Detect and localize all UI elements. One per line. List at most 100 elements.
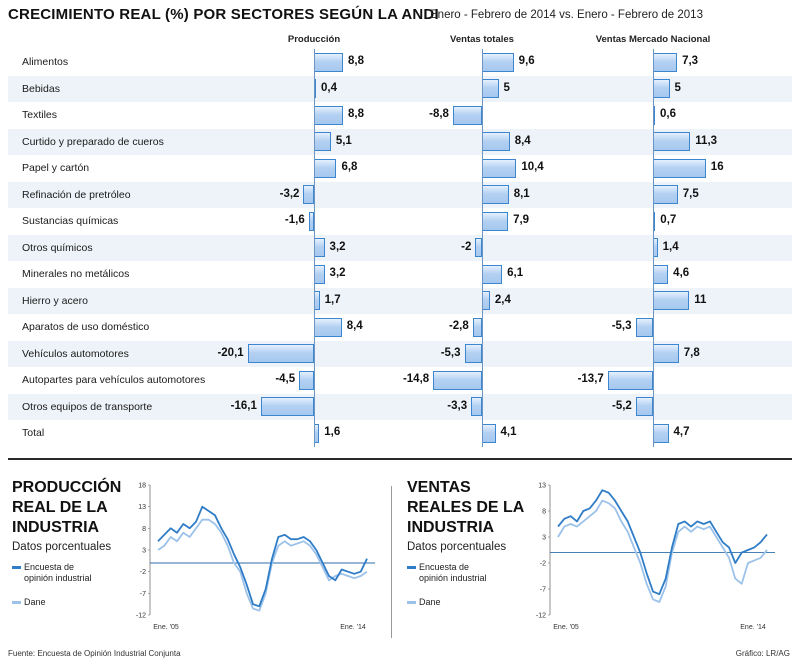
sector-label-bebidas: Bebidas (22, 82, 60, 95)
value-produccion-papel-y-carton: 6,8 (341, 161, 358, 173)
sector-label-autopartes-para-vehiculos-automotores: Autopartes para vehículos automotores (22, 374, 206, 387)
bar-ventas-mercado-nacional-vehiculos-automotores (653, 344, 679, 363)
x-tick-label: Ene. '05 (553, 624, 579, 631)
legend-dane: Dane (24, 597, 46, 607)
bar-produccion-autopartes-para-vehiculos-automotores (299, 370, 314, 390)
table-row: Papel y cartón 6,8 10,4 16 (8, 155, 792, 182)
sector-label-otros-equipos-de-transporte: Otros equipos de transporte (22, 400, 153, 413)
value-produccion-hierro-y-acero: 1,7 (324, 293, 341, 306)
value-ventas-totales-otros-quimicos: -2 (461, 240, 472, 253)
source-note: Fuente: Encuesta de Opinión Industrial C… (8, 649, 181, 658)
sector-label-alimentos: Alimentos (22, 56, 69, 69)
x-tick-label: Ene. '05 (153, 624, 179, 631)
bar-ventas-totales-papel-y-carton (482, 158, 517, 178)
bar-ventas-totales-total (482, 423, 496, 443)
value-ventas-totales-hierro-y-acero: 2,4 (494, 293, 511, 306)
value-produccion-alimentos: 8,8 (348, 55, 365, 67)
value-ventas-mercado-nacional-total: 4,7 (673, 426, 690, 438)
value-ventas-totales-papel-y-carton: 10,4 (521, 161, 544, 173)
bar-ventas-totales-autopartes-para-vehiculos-automotores (433, 370, 482, 390)
x-tick-label: Ene. '14 (740, 624, 766, 631)
value-produccion-minerales-no-metalicos: 3,2 (329, 267, 346, 279)
bar-ventas-mercado-nacional-hierro-y-acero (653, 291, 690, 310)
sector-table: Producción Ventas totales Ventas Mercado N… (8, 30, 792, 450)
y-tick-label: -2 (140, 569, 146, 576)
bar-produccion-sustancias-quimicas (308, 211, 314, 231)
production-title-line-3: INDUSTRIA (12, 519, 100, 536)
table-row: Textiles 8,8 -8,8 0,6 (8, 102, 792, 129)
sector-label-curtido-y-preparado-de-cueros: Curtido y preparado de cueros (22, 135, 164, 148)
value-ventas-mercado-nacional-curtido-y-preparado-de-cueros: 11,3 (695, 134, 718, 147)
bar-ventas-totales-aparatos-de-uso-domestico (472, 317, 482, 337)
legend-encuesta-sales-line-2: opinión industrial (419, 573, 487, 583)
bar-produccion-vehiculos-automotores (247, 344, 314, 363)
value-ventas-mercado-nacional-vehiculos-automotores: 7,8 (683, 346, 700, 359)
production-panel-title: PRODUCCIÓN REAL DE LA INDUSTRIA (12, 478, 121, 538)
bar-ventas-mercado-nacional-otros-equipos-de-transporte (635, 397, 653, 416)
table-row: Sustancias químicas -1,6 7,9 0,7 (8, 208, 792, 235)
series-line-encuesta-de-opinion-industrial (557, 489, 768, 596)
sector-label-otros-quimicos: Otros químicos (22, 241, 93, 254)
sector-label-hierro-y-acero: Hierro y acero (22, 294, 88, 307)
value-produccion-total: 1,6 (324, 426, 341, 438)
value-ventas-mercado-nacional-refinacion-de-pretroleo: 7,5 (682, 187, 699, 200)
value-ventas-mercado-nacional-sustancias-quimicas: 0,7 (660, 214, 677, 226)
series-line-encuesta-de-opinion-industrial (157, 505, 368, 608)
bar-ventas-totales-curtido-y-preparado-de-cueros (482, 132, 510, 151)
legend-encuesta-line-1: Encuesta de (24, 562, 75, 572)
value-ventas-totales-bebidas: 5 (503, 81, 510, 94)
value-produccion-bebidas: 0,4 (321, 81, 337, 94)
value-ventas-mercado-nacional-alimentos: 7,3 (682, 55, 699, 67)
bar-ventas-mercado-nacional-bebidas (653, 79, 670, 98)
value-ventas-mercado-nacional-autopartes-para-vehiculos-automotores: -13,7 (577, 373, 604, 385)
sector-label-sustancias-quimicas: Sustancias químicas (22, 215, 119, 228)
bar-ventas-mercado-nacional-alimentos (653, 52, 678, 72)
y-tick-label: -7 (140, 591, 146, 598)
bar-ventas-mercado-nacional-curtido-y-preparado-de-cueros (653, 132, 691, 151)
bar-produccion-papel-y-carton (314, 158, 337, 178)
graphic-credit: Gráfico: LR/AG (735, 649, 790, 658)
sales-title-line-1: VENTAS (407, 479, 471, 496)
sector-label-textiles: Textiles (22, 109, 58, 122)
value-ventas-totales-autopartes-para-vehiculos-automotores: -14,8 (402, 373, 430, 385)
sector-label-aparatos-de-uso-domestico: Aparatos de uso doméstico (22, 321, 150, 334)
sales-panel-title: VENTAS REALES DE LA INDUSTRIA (407, 478, 524, 538)
value-ventas-mercado-nacional-otros-quimicos: 1,4 (662, 240, 679, 253)
value-produccion-sustancias-quimicas: -1,6 (284, 214, 305, 226)
y-tick-label: -12 (136, 613, 146, 620)
bar-ventas-totales-refinacion-de-pretroleo (482, 185, 509, 204)
value-ventas-mercado-nacional-otros-equipos-de-transporte: -5,2 (612, 399, 632, 412)
value-ventas-mercado-nacional-hierro-y-acero: 11 (694, 293, 707, 306)
bar-produccion-refinacion-de-pretroleo (303, 185, 314, 204)
legend-encuesta-line-2: opinión industrial (24, 573, 92, 583)
sales-line-chart: 13 8 3 -2 -7 -12 Ene. '05 Ene. '14 (536, 483, 775, 631)
table-row: Alimentos 8,8 9,6 7,3 (8, 49, 792, 76)
bar-ventas-mercado-nacional-refinacion-de-pretroleo (653, 185, 678, 204)
legend-swatch-encuesta-sales (407, 566, 416, 569)
bar-ventas-mercado-nacional-total (653, 423, 669, 443)
zero-axis-ventas-totales (482, 49, 483, 447)
sales-panel-subtitle: Datos porcentuales (407, 541, 507, 553)
legend-encuesta-sales: Encuesta de opinión industrial (419, 562, 487, 584)
bar-produccion-textiles (314, 105, 344, 125)
bar-ventas-totales-vehiculos-automotores (464, 344, 482, 363)
bar-produccion-otros-quimicos (314, 238, 325, 257)
y-tick-label: 8 (542, 509, 546, 516)
bar-produccion-curtido-y-preparado-de-cueros (314, 132, 331, 151)
value-ventas-totales-textiles: -8,8 (429, 108, 449, 120)
y-tick-label: -7 (540, 587, 546, 594)
value-produccion-vehiculos-automotores: -20,1 (217, 346, 244, 359)
legend-swatch-dane-sales (407, 601, 416, 604)
bar-ventas-totales-otros-equipos-de-transporte (471, 397, 482, 416)
legend-swatch-encuesta (12, 566, 21, 569)
value-ventas-mercado-nacional-aparatos-de-uso-domestico: -5,3 (611, 320, 632, 332)
value-ventas-totales-curtido-y-preparado-de-cueros: 8,4 (514, 134, 531, 147)
value-ventas-mercado-nacional-textiles: 0,6 (660, 108, 676, 120)
legend-encuesta: Encuesta de opinión industrial (24, 562, 92, 584)
production-panel-subtitle: Datos porcentuales (12, 541, 112, 553)
bar-ventas-mercado-nacional-aparatos-de-uso-domestico (635, 317, 653, 337)
legend-dane-sales: Dane (419, 597, 441, 607)
page-subtitle: Enero - Febrero de 2014 vs. Enero - Febr… (430, 9, 703, 21)
y-tick-label: -12 (536, 613, 546, 620)
value-produccion-curtido-y-preparado-de-cueros: 5,1 (335, 134, 352, 147)
